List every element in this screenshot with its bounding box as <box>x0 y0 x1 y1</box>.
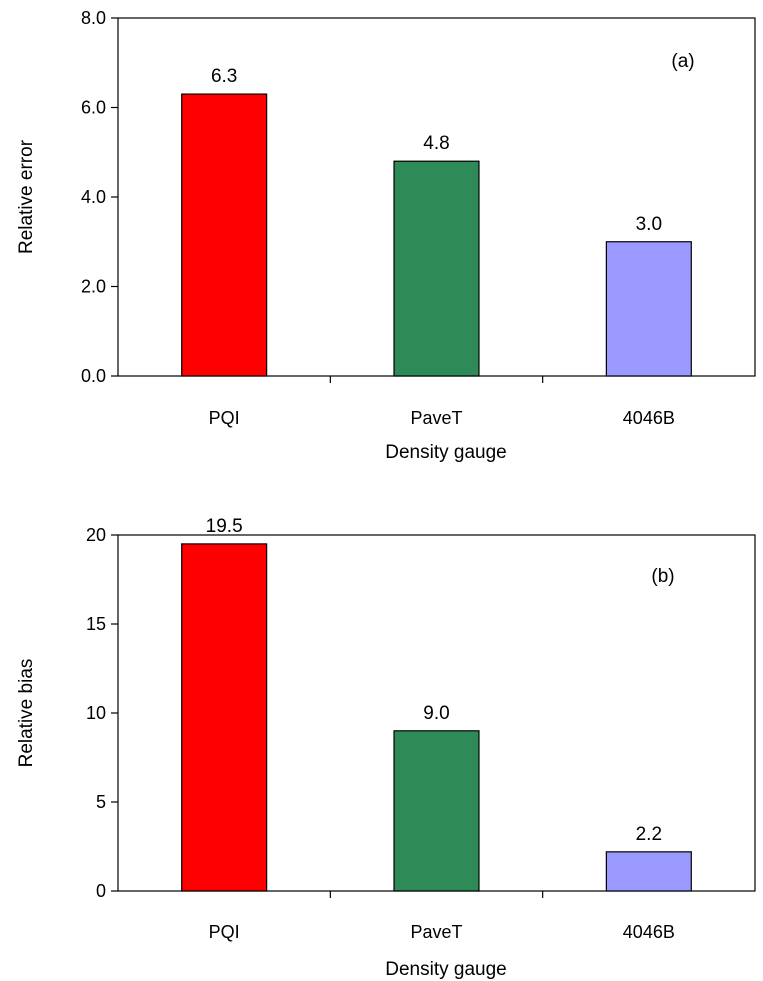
data-label: 2.2 <box>636 824 662 845</box>
y-tick-label: 4.0 <box>81 187 106 207</box>
y-tick-label: 6.0 <box>81 98 106 118</box>
y-ticks-a: 0.0 2.0 4.0 6.0 8.0 <box>81 8 544 386</box>
x-axis-title-b: Density gauge <box>385 959 506 980</box>
bars-b: 19.5 PQI 9.0 PaveT 2.2 4046B <box>181 516 692 942</box>
x-tick-label: 4046B <box>623 922 675 942</box>
data-label: 6.3 <box>211 66 237 87</box>
bars-a: 6.3 PQI 4.8 PaveT 3.0 4046B <box>181 66 692 428</box>
y-axis-title-b: Relative bias <box>16 659 37 768</box>
y-tick-label: 5 <box>96 792 106 812</box>
y-ticks-b: 0 5 10 15 20 <box>86 525 544 901</box>
y-tick-label: 15 <box>86 614 106 634</box>
bar-pqi <box>181 93 268 377</box>
data-label: 9.0 <box>423 703 449 724</box>
bar-pavet <box>393 160 480 377</box>
x-axis-title-a: Density gauge <box>385 442 506 463</box>
y-tick-label: 20 <box>86 525 106 545</box>
panel-label-a: (a) <box>671 51 694 72</box>
y-tick-label: 0 <box>96 881 106 901</box>
bar-4046b <box>605 241 692 377</box>
y-tick-label: 2.0 <box>81 277 106 297</box>
bar-4046b <box>605 851 692 892</box>
y-tick-label: 0.0 <box>81 366 106 386</box>
chart-panel-a: 0.0 2.0 4.0 6.0 8.0 6.3 PQI 4.8 PaveT 3.0 4046B R… <box>16 8 756 463</box>
y-tick-label: 10 <box>86 703 106 723</box>
data-label: 3.0 <box>636 214 662 235</box>
panel-label-b: (b) <box>651 566 674 587</box>
bar-pavet <box>393 730 480 892</box>
x-tick-label: PQI <box>209 922 240 942</box>
bar-pqi <box>181 543 268 892</box>
data-label: 19.5 <box>206 516 243 537</box>
data-label: 4.8 <box>423 133 449 154</box>
x-tick-label: PaveT <box>410 408 462 428</box>
x-tick-label: 4046B <box>623 408 675 428</box>
chart-panel-b: 0 5 10 15 20 19.5 PQI 9.0 PaveT 2.2 4046B Relativ… <box>16 516 756 980</box>
x-tick-label: PaveT <box>410 922 462 942</box>
x-tick-label: PQI <box>209 408 240 428</box>
y-tick-label: 8.0 <box>81 8 106 28</box>
y-axis-title-a: Relative error <box>16 139 37 254</box>
